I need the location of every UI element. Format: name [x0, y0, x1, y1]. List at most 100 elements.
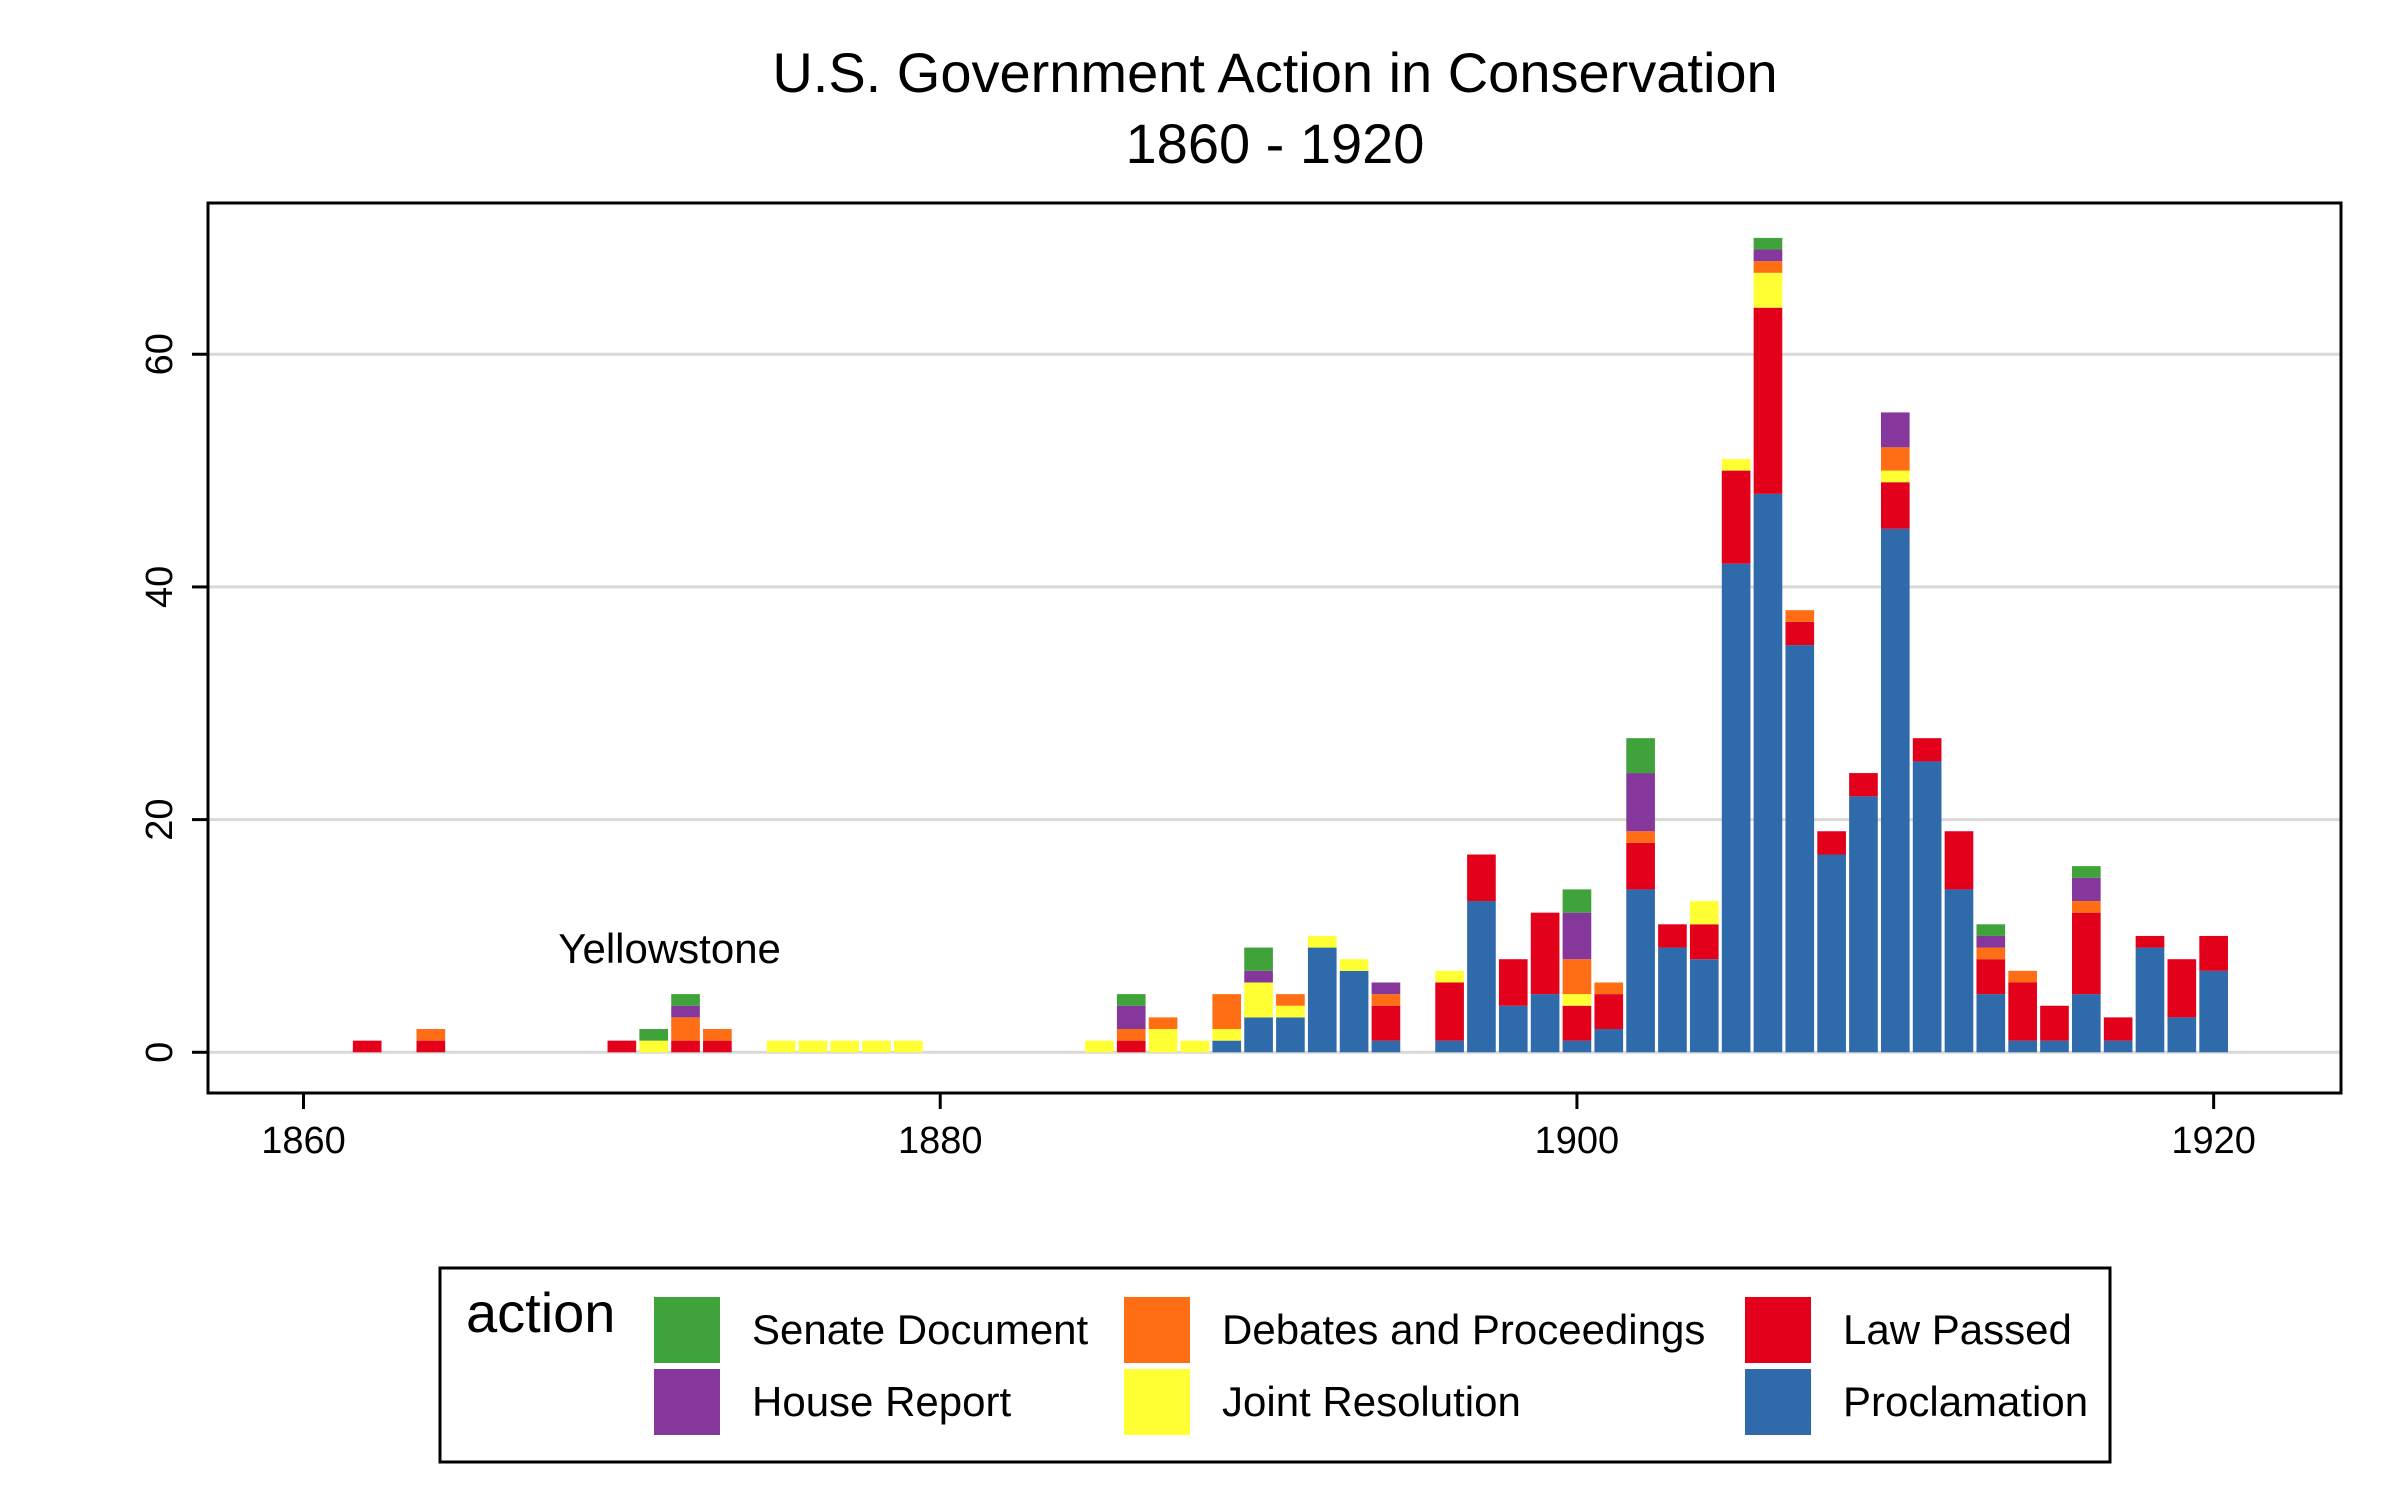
y-tick-label-60: 60 — [139, 333, 181, 375]
bar-proclamation-1892 — [1307, 947, 1337, 1053]
bar-joint-resolution-1896 — [1435, 970, 1464, 983]
x-tick-label-1900: 1900 — [1535, 1120, 1620, 1162]
bar-law-passed-1886 — [1116, 1040, 1146, 1053]
bar-joint-resolution-1904 — [1689, 901, 1719, 925]
bar-proclamation-1913 — [1976, 994, 2006, 1053]
bar-senate-document-1890 — [1244, 947, 1273, 971]
bar-house-report-1906 — [1753, 249, 1783, 262]
bar-joint-resolution-1875 — [766, 1040, 796, 1053]
bar-law-passed-1919 — [2167, 959, 2197, 1018]
legend-swatch-debates-and-proceedings — [1124, 1297, 1190, 1363]
bar-law-passed-1903 — [1658, 924, 1687, 948]
bar-law-passed-1906 — [1753, 307, 1783, 494]
bar-joint-resolution-1891 — [1276, 1005, 1305, 1018]
bar-law-passed-1899 — [1530, 912, 1560, 995]
legend-title: action — [466, 1281, 615, 1344]
bar-senate-document-1871 — [639, 1029, 669, 1041]
bar-joint-resolution-1900 — [1562, 994, 1592, 1006]
chart-title: U.S. Government Action in Conservation — [772, 41, 1777, 104]
bar-proclamation-1906 — [1753, 493, 1783, 1053]
bar-debates-and-proceedings-1889 — [1212, 994, 1242, 1030]
bar-law-passed-1908 — [1817, 831, 1846, 855]
bar-senate-document-1906 — [1753, 237, 1783, 250]
bar-proclamation-1912 — [1944, 889, 1974, 1053]
bar-debates-and-proceedings-1914 — [2008, 970, 2037, 983]
bar-house-report-1913 — [1976, 935, 2006, 948]
x-tick-label-1860: 1860 — [261, 1120, 346, 1162]
x-tick-label-1880: 1880 — [898, 1120, 983, 1162]
legend-label-joint-resolution: Joint Resolution — [1222, 1378, 1521, 1425]
bar-law-passed-1915 — [2040, 1005, 2069, 1041]
legend-label-house-report: House Report — [752, 1378, 1011, 1425]
bar-joint-resolution-1871 — [639, 1040, 669, 1053]
bar-law-passed-1916 — [2071, 912, 2101, 995]
x-axis: 1860 1880 1900 1920 — [261, 1093, 2256, 1162]
legend-label-law-passed: Law Passed — [1843, 1306, 2072, 1353]
bar-law-passed-1910 — [1880, 482, 1910, 529]
bar-joint-resolution-1888 — [1180, 1040, 1210, 1053]
bar-debates-and-proceedings-1891 — [1276, 994, 1305, 1006]
bar-proclamation-1917 — [2103, 1040, 2133, 1053]
bar-law-passed-1897 — [1467, 854, 1496, 902]
bar-law-passed-1904 — [1689, 924, 1719, 960]
bar-house-report-1916 — [2071, 877, 2101, 902]
bar-debates-and-proceedings-1913 — [1976, 947, 2006, 960]
bar-law-passed-1873 — [703, 1040, 732, 1053]
bar-proclamation-1911 — [1912, 761, 1942, 1053]
bar-proclamation-1898 — [1498, 1005, 1528, 1053]
bar-proclamation-1901 — [1594, 1029, 1624, 1053]
bar-proclamation-1907 — [1785, 645, 1815, 1053]
plot-frame — [206, 201, 2343, 1095]
bar-proclamation-1896 — [1435, 1040, 1464, 1053]
bar-proclamation-1897 — [1467, 901, 1496, 1053]
bar-joint-resolution-1876 — [798, 1040, 828, 1053]
bar-law-passed-1872 — [671, 1040, 700, 1053]
legend-swatch-joint-resolution — [1124, 1369, 1190, 1435]
bar-debates-and-proceedings-1906 — [1753, 261, 1783, 273]
legend-swatch-law-passed — [1745, 1297, 1811, 1363]
legend-swatch-senate-document — [654, 1297, 720, 1363]
bar-house-report-1886 — [1116, 1005, 1146, 1030]
bar-debates-and-proceedings-1902 — [1626, 831, 1655, 843]
bar-law-passed-1864 — [416, 1040, 446, 1053]
legend-swatch-house-report — [654, 1369, 720, 1435]
bar-proclamation-1893 — [1339, 970, 1369, 1053]
bar-proclamation-1902 — [1626, 889, 1655, 1053]
bar-debates-and-proceedings-1901 — [1594, 982, 1624, 995]
bar-joint-resolution-1878 — [862, 1040, 891, 1053]
bar-debates-and-proceedings-1873 — [703, 1029, 732, 1041]
x-tick-label-1920: 1920 — [2171, 1120, 2256, 1162]
bar-law-passed-1901 — [1594, 994, 1624, 1030]
bar-law-passed-1862 — [352, 1040, 382, 1053]
legend-label-senate-document: Senate Document — [752, 1306, 1089, 1353]
bar-senate-document-1886 — [1116, 994, 1146, 1006]
bar-proclamation-1918 — [2135, 947, 2165, 1053]
bar-joint-resolution-1892 — [1307, 935, 1337, 948]
bar-law-passed-1896 — [1435, 982, 1464, 1041]
legend-items: Senate Document House Report Debates and P… — [654, 1297, 2088, 1435]
bar-debates-and-proceedings-1886 — [1116, 1029, 1146, 1041]
bar-debates-and-proceedings-1887 — [1148, 1017, 1178, 1030]
bar-law-passed-1911 — [1912, 738, 1942, 762]
bar-joint-resolution-1890 — [1244, 982, 1273, 1018]
bar-debates-and-proceedings-1864 — [416, 1029, 446, 1041]
bar-law-passed-1902 — [1626, 842, 1655, 890]
bar-proclamation-1903 — [1658, 947, 1687, 1053]
yellowstone-annotation: Yellowstone — [558, 925, 781, 972]
bar-debates-and-proceedings-1907 — [1785, 610, 1815, 622]
gridlines — [208, 352, 2341, 1054]
bar-law-passed-1909 — [1849, 773, 1878, 797]
bar-proclamation-1908 — [1817, 854, 1846, 1053]
bar-debates-and-proceedings-1916 — [2071, 901, 2101, 913]
bar-joint-resolution-1889 — [1212, 1029, 1242, 1041]
bar-law-passed-1905 — [1721, 470, 1751, 564]
bar-law-passed-1913 — [1976, 959, 2006, 995]
bar-joint-resolution-1879 — [894, 1040, 923, 1053]
chart-subtitle: 1860 - 1920 — [1126, 112, 1425, 175]
bar-law-passed-1920 — [2199, 935, 2228, 971]
bar-house-report-1900 — [1562, 912, 1592, 960]
bar-house-report-1894 — [1371, 982, 1401, 995]
bar-proclamation-1916 — [2071, 994, 2101, 1053]
